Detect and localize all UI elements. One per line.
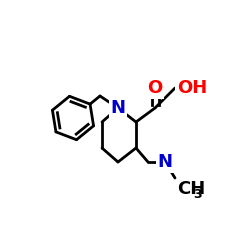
Text: 3: 3 xyxy=(193,188,202,201)
Text: N: N xyxy=(158,153,172,171)
Text: O: O xyxy=(148,79,162,97)
Text: N: N xyxy=(110,99,126,117)
Text: OH: OH xyxy=(177,79,207,97)
Text: CH: CH xyxy=(177,180,205,198)
